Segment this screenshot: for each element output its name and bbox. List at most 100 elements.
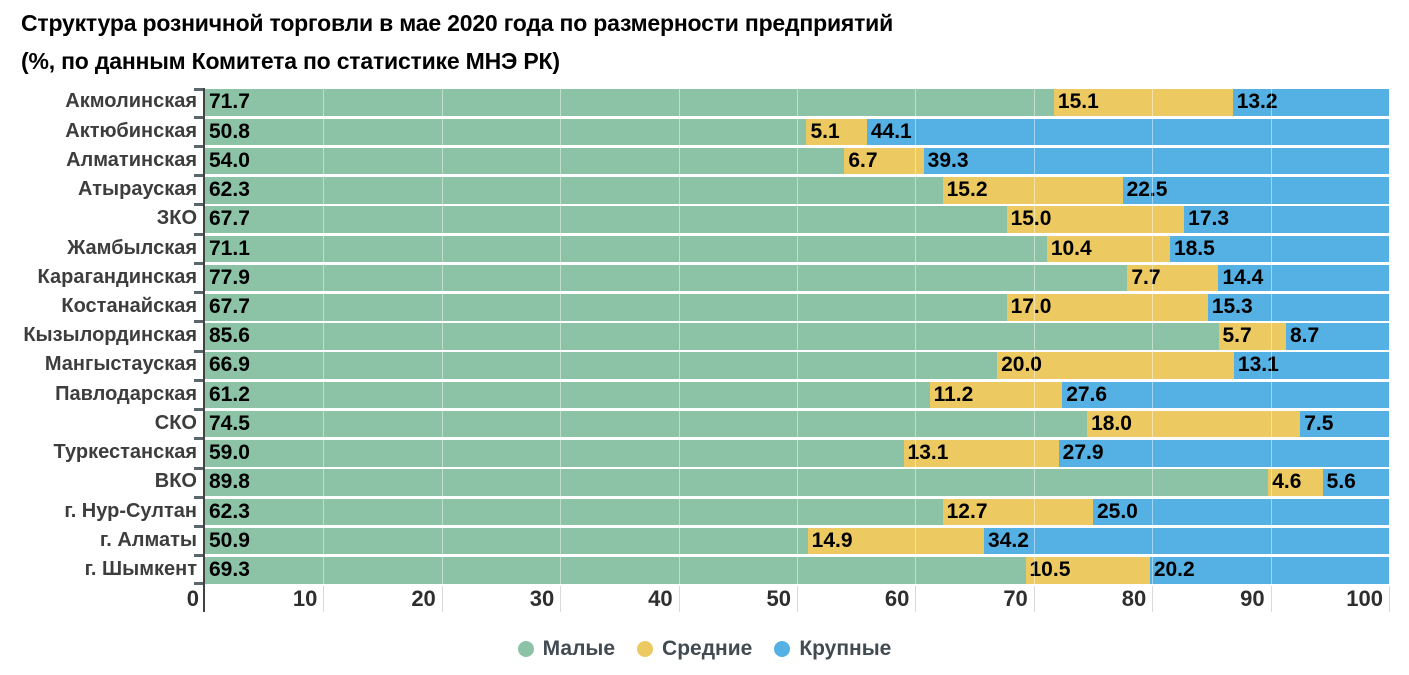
bar-segment[interactable]: 39.3 — [923, 147, 1389, 175]
bar-value-label: 54.0 — [209, 148, 250, 172]
bar-segment[interactable]: 10.5 — [1025, 557, 1150, 584]
bar-segment[interactable]: 20.0 — [997, 352, 1234, 379]
bar-segment[interactable]: 18.0 — [1087, 410, 1301, 438]
bar-segment[interactable]: 54.0 — [205, 147, 845, 175]
bar-segment[interactable]: 25.0 — [1092, 498, 1389, 526]
bar-row: 50.9 14.9 34.2 — [205, 527, 1389, 555]
bar-segment[interactable]: 7.5 — [1300, 410, 1389, 438]
plot-area: Акмолинская Актюбинская Алматинская Атыраус… — [23, 88, 1390, 613]
bar-row: 50.8 5.1 44.1 — [205, 118, 1389, 146]
bar-segment[interactable]: 61.2 — [205, 381, 930, 409]
bar-segment[interactable]: 27.9 — [1058, 440, 1389, 467]
bar-segment[interactable]: 15.0 — [1006, 206, 1185, 233]
bar-segment[interactable]: 62.3 — [205, 177, 943, 204]
gridline-stub — [1033, 586, 1035, 612]
y-axis-tick — [194, 554, 203, 558]
bar-segment[interactable]: 22.5 — [1122, 177, 1389, 204]
bar-row: 59.0 13.1 27.9 — [205, 440, 1389, 467]
bar-segment[interactable]: 62.3 — [205, 498, 943, 526]
bar-row: 74.5 18.0 7.5 — [205, 410, 1389, 438]
bar-value-label: 18.5 — [1173, 236, 1215, 260]
bar-segment[interactable]: 6.7 — [844, 147, 924, 175]
bar-segment[interactable]: 14.9 — [807, 527, 985, 555]
legend-item[interactable]: Средние — [637, 637, 752, 661]
bar-value-label: 50.8 — [209, 119, 250, 143]
bar-segment[interactable]: 77.9 — [205, 264, 1128, 292]
bar-value-label: 71.7 — [209, 90, 250, 114]
bar-segment[interactable]: 13.1 — [903, 440, 1059, 467]
x-tick-label: 100 — [1346, 586, 1383, 611]
bar-value-label: 17.0 — [1010, 295, 1052, 318]
bar-segment[interactable]: 50.9 — [205, 527, 808, 555]
bar-segment[interactable]: 67.7 — [205, 206, 1007, 233]
bar-value-label: 39.3 — [927, 148, 969, 172]
category-label: Жамбылская — [67, 236, 197, 259]
bar-segment[interactable]: 89.8 — [205, 469, 1269, 496]
bar-segment[interactable]: 27.6 — [1062, 381, 1389, 409]
bar-segment[interactable]: 50.8 — [205, 118, 807, 146]
bar-value-label: 15.1 — [1057, 90, 1099, 114]
bar-value-label: 11.2 — [933, 382, 974, 406]
bar-segment[interactable]: 11.2 — [929, 381, 1063, 409]
legend-item[interactable]: Малые — [517, 637, 616, 661]
category-label: СКО — [154, 411, 197, 434]
bar-value-label: 74.5 — [209, 411, 250, 435]
title-block: Структура розничной торговли в мае 2020 … — [21, 4, 893, 80]
bar-segment[interactable]: 13.1 — [1233, 352, 1389, 379]
bar-segment[interactable]: 5.7 — [1218, 323, 1286, 350]
bar-value-label: 62.3 — [209, 499, 250, 523]
bar-value-label: 85.6 — [209, 324, 250, 348]
bar-segment[interactable]: 34.2 — [984, 527, 1389, 555]
bar-value-label: 20.2 — [1153, 558, 1195, 582]
y-axis-tick — [194, 88, 203, 91]
chart-title: Структура розничной торговли в мае 2020 … — [21, 10, 894, 36]
x-tick-label: 40 — [648, 586, 673, 611]
bar-segment[interactable]: 20.2 — [1149, 557, 1389, 584]
bar-segment[interactable]: 17.0 — [1006, 294, 1208, 321]
category-label: г. Алматы — [99, 528, 197, 551]
bar-segment[interactable]: 8.7 — [1285, 323, 1389, 350]
bar-segment[interactable]: 59.0 — [205, 440, 904, 467]
bar-segment[interactable]: 15.3 — [1207, 294, 1389, 321]
bar-segment[interactable]: 15.1 — [1053, 89, 1233, 116]
bar-segment[interactable]: 15.2 — [942, 177, 1123, 204]
bar-segment[interactable]: 69.3 — [205, 557, 1026, 584]
bar-segment[interactable]: 5.1 — [806, 118, 867, 146]
bar-segment[interactable]: 17.3 — [1184, 206, 1389, 233]
bar-value-label: 89.8 — [209, 470, 250, 494]
bar-segment[interactable]: 66.9 — [205, 352, 998, 379]
gridline-stub — [1389, 586, 1390, 612]
bar-segment[interactable]: 14.4 — [1218, 264, 1389, 292]
legend-label: Малые — [542, 637, 616, 660]
legend-label: Крупные — [799, 637, 892, 660]
gridline-stub — [441, 586, 443, 612]
bar-value-label: 15.2 — [946, 178, 988, 202]
bar-value-label: 10.5 — [1029, 558, 1071, 582]
legend-item[interactable]: Крупные — [774, 637, 891, 661]
bar-row: 77.9 7.7 14.4 — [205, 264, 1389, 292]
bar-segment[interactable]: 12.7 — [942, 498, 1093, 526]
bar-row: 85.6 5.7 8.7 — [205, 323, 1389, 350]
bar-segment[interactable]: 18.5 — [1169, 235, 1389, 263]
category-label: Атырауская — [78, 178, 197, 201]
bar-segment[interactable]: 5.6 — [1322, 469, 1389, 496]
bar-segment[interactable]: 44.1 — [866, 118, 1389, 146]
bar-segment[interactable]: 7.7 — [1127, 264, 1219, 292]
bar-value-label: 5.7 — [1222, 324, 1252, 348]
bar-segment[interactable]: 71.7 — [205, 89, 1054, 116]
bar-segment[interactable]: 85.6 — [205, 323, 1219, 350]
bar-segment[interactable]: 67.7 — [205, 294, 1007, 321]
bar-value-label: 13.1 — [907, 441, 949, 465]
bar-segment[interactable]: 13.2 — [1232, 89, 1389, 116]
bar-segment[interactable]: 74.5 — [205, 410, 1088, 438]
legend-marker — [637, 641, 654, 657]
bar-segment[interactable]: 71.1 — [205, 235, 1047, 263]
bar-segment[interactable]: 4.6 — [1268, 469, 1323, 496]
y-axis-tick — [194, 408, 203, 412]
y-axis-tick — [194, 466, 203, 470]
bar-row: 69.3 10.5 20.2 — [205, 557, 1389, 584]
bar-segment[interactable]: 10.4 — [1046, 235, 1170, 263]
bar-value-label: 17.3 — [1188, 207, 1230, 231]
bar-row: 66.9 20.0 13.1 — [205, 352, 1389, 379]
